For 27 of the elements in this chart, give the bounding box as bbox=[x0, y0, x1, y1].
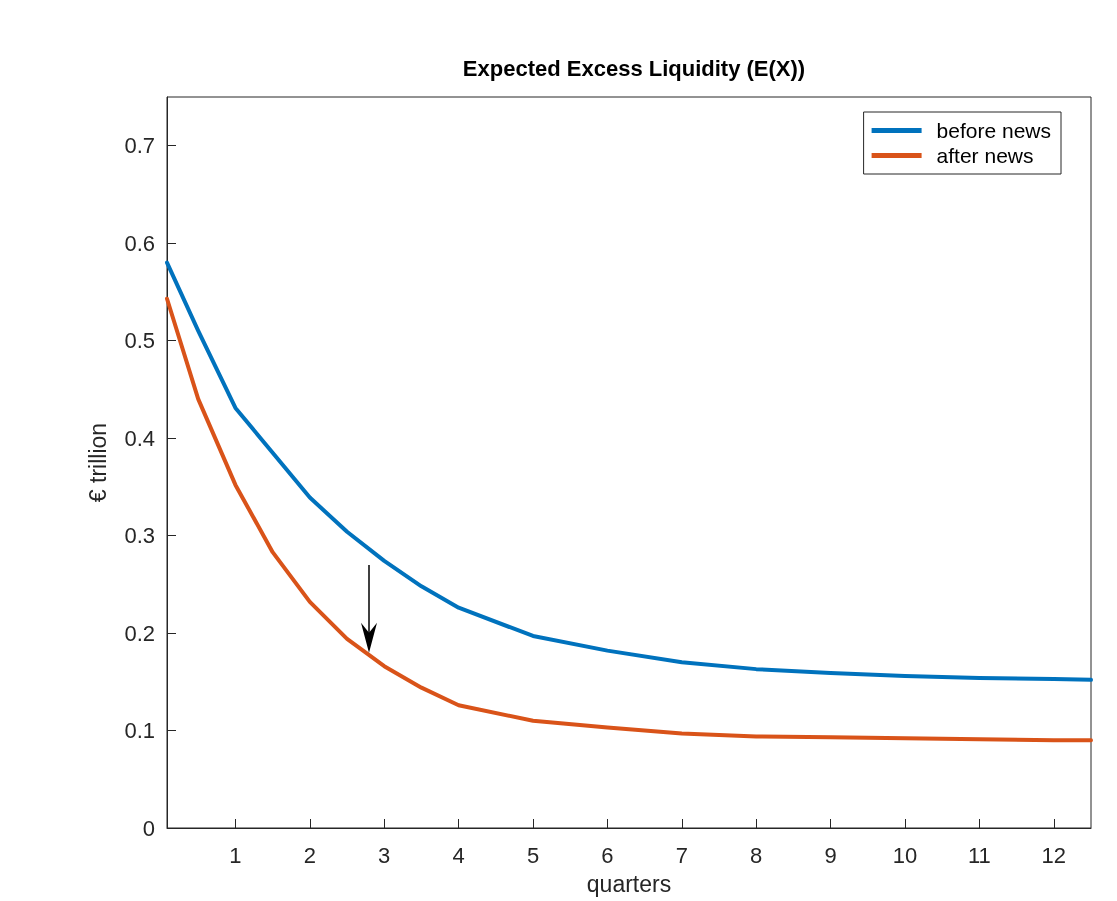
x-tick-label: 9 bbox=[824, 842, 837, 868]
y-tick-label: 0 bbox=[142, 815, 155, 841]
x-tick-label: 1 bbox=[229, 842, 242, 868]
x-tick-label: 2 bbox=[303, 842, 316, 868]
x-tick-label: 10 bbox=[892, 842, 918, 868]
legend-label: before news bbox=[936, 119, 1051, 142]
y-axis-title: € trillion bbox=[84, 422, 111, 503]
line-series bbox=[165, 296, 1093, 743]
line-series bbox=[165, 260, 1093, 682]
y-tick-label: 0.6 bbox=[124, 230, 155, 256]
y-tick-label: 0.5 bbox=[124, 328, 155, 354]
y-tick-label: 0.7 bbox=[124, 133, 155, 159]
y-tick-label: 0.3 bbox=[124, 523, 155, 549]
x-tick-label: 5 bbox=[526, 842, 540, 868]
y-tick-label: 0.4 bbox=[124, 425, 155, 451]
x-tick-label: 4 bbox=[452, 842, 465, 868]
legend-label: after news bbox=[936, 144, 1034, 167]
x-tick-label: 12 bbox=[1041, 842, 1067, 868]
x-tick-label: 3 bbox=[378, 842, 391, 868]
y-tick-label: 0.1 bbox=[124, 718, 155, 744]
y-tick-label: 0.2 bbox=[124, 620, 155, 646]
x-tick-label: 11 bbox=[967, 842, 991, 868]
x-axis-title: quarters bbox=[586, 870, 672, 897]
x-tick-label: 6 bbox=[601, 842, 614, 868]
x-tick-label: 7 bbox=[675, 842, 688, 868]
x-tick-label: 8 bbox=[750, 842, 763, 868]
chart-title: Expected Excess Liquidity (E(X)) bbox=[462, 55, 806, 81]
